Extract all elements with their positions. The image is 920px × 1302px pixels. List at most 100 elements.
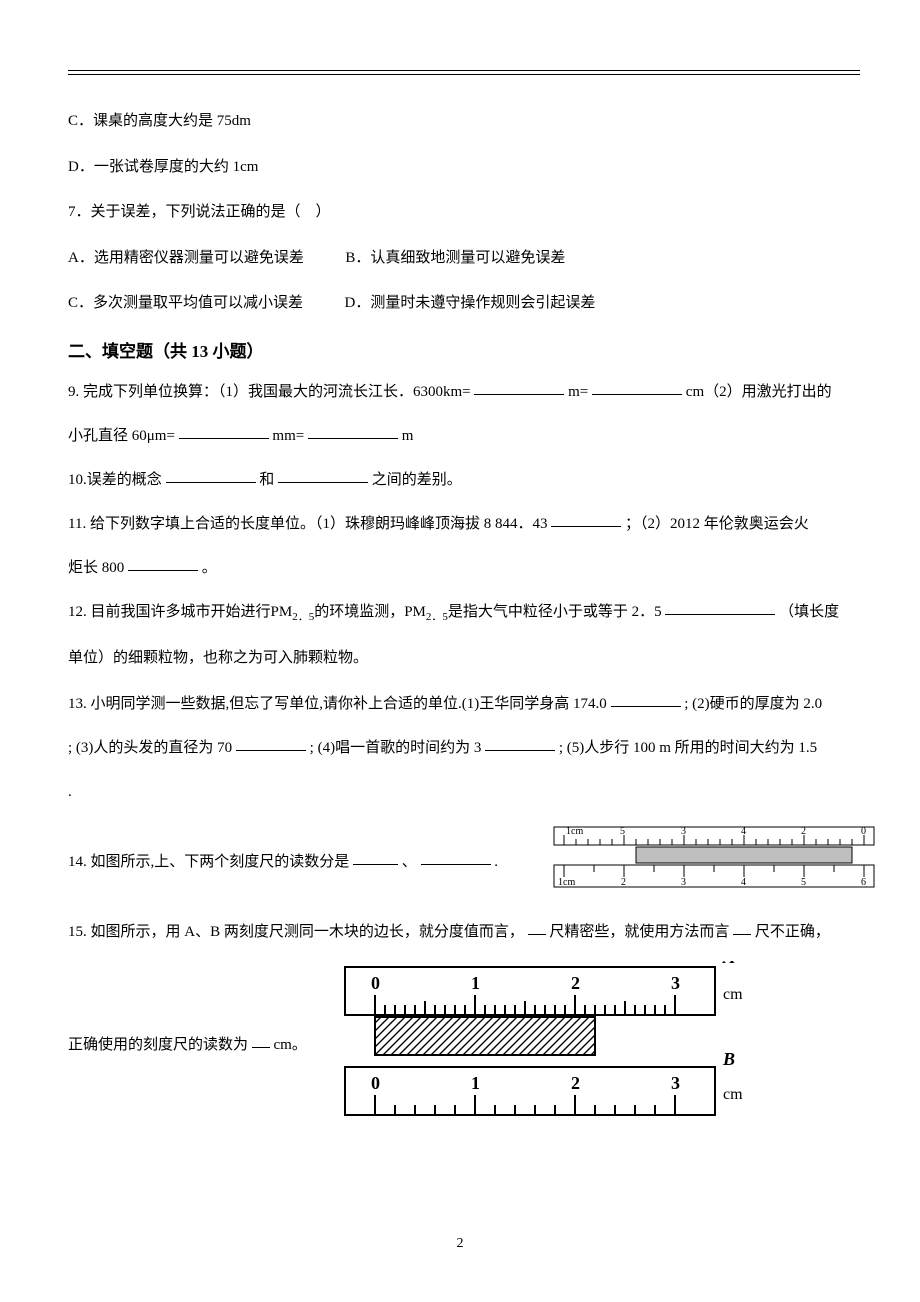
q15-a-label: 尺精密些，就使用方法而言 <box>549 924 729 940</box>
q6-option-c: C．课桌的高度大约是 75dm <box>68 106 860 138</box>
q14-blank-2 <box>421 849 491 865</box>
q14-figure: 1cm 5 3 4 2 0 <box>544 823 894 903</box>
svg-text:3: 3 <box>681 826 686 837</box>
svg-text:2: 2 <box>571 973 580 993</box>
q7-option-d: D．测量时未遵守操作规则会引起误差 <box>345 295 596 311</box>
q15-blank-b <box>733 919 751 935</box>
q6-option-d: D．一张试卷厚度的大约 1cm <box>68 152 860 184</box>
svg-text:0: 0 <box>371 973 380 993</box>
svg-text:5: 5 <box>620 826 625 837</box>
q15-blank-c <box>252 1032 270 1048</box>
svg-text:3: 3 <box>671 1073 680 1093</box>
q12-mid2: 是指大气中粒径小于或等于 2．5 <box>448 604 662 620</box>
section-2-heading: 二、填空题（共 13 小题） <box>68 334 860 370</box>
q15-l1-text: 15. 如图所示，用 A、B 两刻度尺测同一木块的边长，就分度值而言， <box>68 924 524 940</box>
svg-text:2: 2 <box>621 877 626 888</box>
q10-suffix: 之间的差别。 <box>372 472 462 488</box>
q7-options-row1: A．选用精密仪器测量可以避免误差 B．认真细致地测量可以避免误差 <box>68 243 860 275</box>
q9-line1: 9. 完成下列单位换算：（1）我国最大的河流长江长．6300km= m= cm（… <box>68 377 860 407</box>
q13-l1-mid: ; (2)硬币的厚度为 2.0 <box>684 696 822 712</box>
q12-pm-sub-1: 2．5 <box>292 611 314 623</box>
q9-blank-1 <box>474 379 564 395</box>
svg-text:6: 6 <box>861 877 866 888</box>
q10-blank-1 <box>166 467 256 483</box>
q12-prefix: 12. 目前我国许多城市开始进行 <box>68 604 271 620</box>
svg-text:3: 3 <box>671 973 680 993</box>
svg-text:1: 1 <box>471 1073 480 1093</box>
q15-line2: 正确使用的刻度尺的读数为 cm。 <box>68 1030 307 1062</box>
q15-b-label: 尺不正确， <box>755 924 830 940</box>
svg-text:0: 0 <box>371 1073 380 1093</box>
q13-line2: ; (3)人的头发的直径为 70 ; (4)唱一首歌的时间约为 3 ; (5)人… <box>68 733 860 763</box>
q9-blank-2 <box>592 379 682 395</box>
q15-l2-prefix: 正确使用的刻度尺的读数为 <box>68 1037 248 1053</box>
q12-suffix1: （填长度 <box>779 604 839 620</box>
q14-bottom-unit: 1cm <box>558 877 575 888</box>
q11-line2: 炬长 800 。 <box>68 553 860 583</box>
q12-pm-2: PM <box>404 604 426 620</box>
svg-text:0: 0 <box>861 826 866 837</box>
q10-blank-2 <box>278 467 368 483</box>
page-number: 2 <box>0 1236 920 1252</box>
q13-line1: 13. 小明同学测一些数据,但忘了写单位,请你补上合适的单位.(1)王华同学身高… <box>68 689 860 719</box>
svg-text:3: 3 <box>681 877 686 888</box>
q14-prefix: 14. 如图所示,上、下两个刻度尺的读数分是 <box>68 854 349 870</box>
q11-line2-suffix: 。 <box>202 560 217 576</box>
q13-blank-2 <box>236 735 306 751</box>
q13-blank-1 <box>611 691 681 707</box>
svg-text:2: 2 <box>801 826 806 837</box>
q11-mid: ；（2）2012 年伦敦奥运会火 <box>625 516 809 532</box>
q11-prefix: 11. 给下列数字填上合适的长度单位。（1）珠穆朗玛峰峰顶海拔 8 844．43 <box>68 516 547 532</box>
q11-blank-2 <box>128 555 198 571</box>
q12-pm-1: PM <box>271 604 293 620</box>
q10-prefix: 10.误差的概念 <box>68 472 162 488</box>
q15-figure: 0 1 2 3 cm A <box>325 961 765 1131</box>
q12-mid1: 的环境监测， <box>314 604 404 620</box>
q9-unit4: m <box>402 428 414 444</box>
q11-line2-prefix: 炬长 800 <box>68 560 124 576</box>
q14-blank-1 <box>353 849 398 865</box>
q13-l2-mid1: ; (4)唱一首歌的时间约为 3 <box>310 740 482 756</box>
q9-blank-4 <box>308 423 398 439</box>
q7-option-c: C．多次测量取平均值可以减小误差 <box>68 295 303 311</box>
q14-text: 14. 如图所示,上、下两个刻度尺的读数分是 、 . <box>68 847 498 879</box>
q10: 10.误差的概念 和 之间的差别。 <box>68 465 860 495</box>
q13-l2-mid2: ; (5)人步行 100 m 所用的时间大约为 1.5 <box>559 740 817 756</box>
q9-unit1: m= <box>568 384 592 400</box>
q11-blank-1 <box>551 511 621 527</box>
q12-blank <box>665 599 775 615</box>
q15-blank-a <box>528 919 546 935</box>
svg-text:4: 4 <box>741 877 746 888</box>
q9-line2: 小孔直径 60μm= mm= m <box>68 421 860 451</box>
q15-line1: 15. 如图所示，用 A、B 两刻度尺测同一木块的边长，就分度值而言， 尺精密些… <box>68 917 860 947</box>
svg-text:cm: cm <box>723 1086 743 1103</box>
q11-line1: 11. 给下列数字填上合适的长度单位。（1）珠穆朗玛峰峰顶海拔 8 844．43… <box>68 509 860 539</box>
svg-text:A: A <box>722 961 735 967</box>
q7-option-b: B．认真细致地测量可以避免误差 <box>345 250 565 266</box>
q7-options-row2: C．多次测量取平均值可以减小误差 D．测量时未遵守操作规则会引起误差 <box>68 288 860 320</box>
q9-unit2: cm（2）用激光打出的 <box>686 384 832 400</box>
svg-text:1: 1 <box>471 973 480 993</box>
q10-mid: 和 <box>259 472 274 488</box>
q9-unit3: mm= <box>272 428 304 444</box>
q14-suffix: . <box>494 854 498 870</box>
q13-l2-prefix: ; (3)人的头发的直径为 70 <box>68 740 232 756</box>
q9-prefix: 9. 完成下列单位换算：（1）我国最大的河流长江长．6300km= <box>68 384 474 400</box>
svg-text:cm: cm <box>723 986 743 1003</box>
q14-sep: 、 <box>402 854 417 870</box>
svg-text:4: 4 <box>741 826 746 837</box>
svg-text:2: 2 <box>571 1073 580 1093</box>
q12-line2: 单位）的细颗粒物，也称之为可入肺颗粒物。 <box>68 643 860 675</box>
q13-l1-prefix: 13. 小明同学测一些数据,但忘了写单位,请你补上合适的单位.(1)王华同学身高… <box>68 696 607 712</box>
q13-blank-3 <box>485 735 555 751</box>
q13-line3: . <box>68 777 860 807</box>
q7-stem: 7．关于误差，下列说法正确的是（ ） <box>68 197 860 229</box>
q15-l2-suffix: cm。 <box>274 1037 307 1053</box>
q7-option-a: A．选用精密仪器测量可以避免误差 <box>68 250 304 266</box>
q12-line1: 12. 目前我国许多城市开始进行PM2．5的环境监测，PM2．5是指大气中粒径小… <box>68 597 860 629</box>
q9-blank-3 <box>179 423 269 439</box>
svg-text:5: 5 <box>801 877 806 888</box>
page-header-rule <box>68 70 860 71</box>
q12-pm-sub-2: 2．5 <box>426 611 448 623</box>
q14-top-unit: 1cm <box>566 826 583 837</box>
